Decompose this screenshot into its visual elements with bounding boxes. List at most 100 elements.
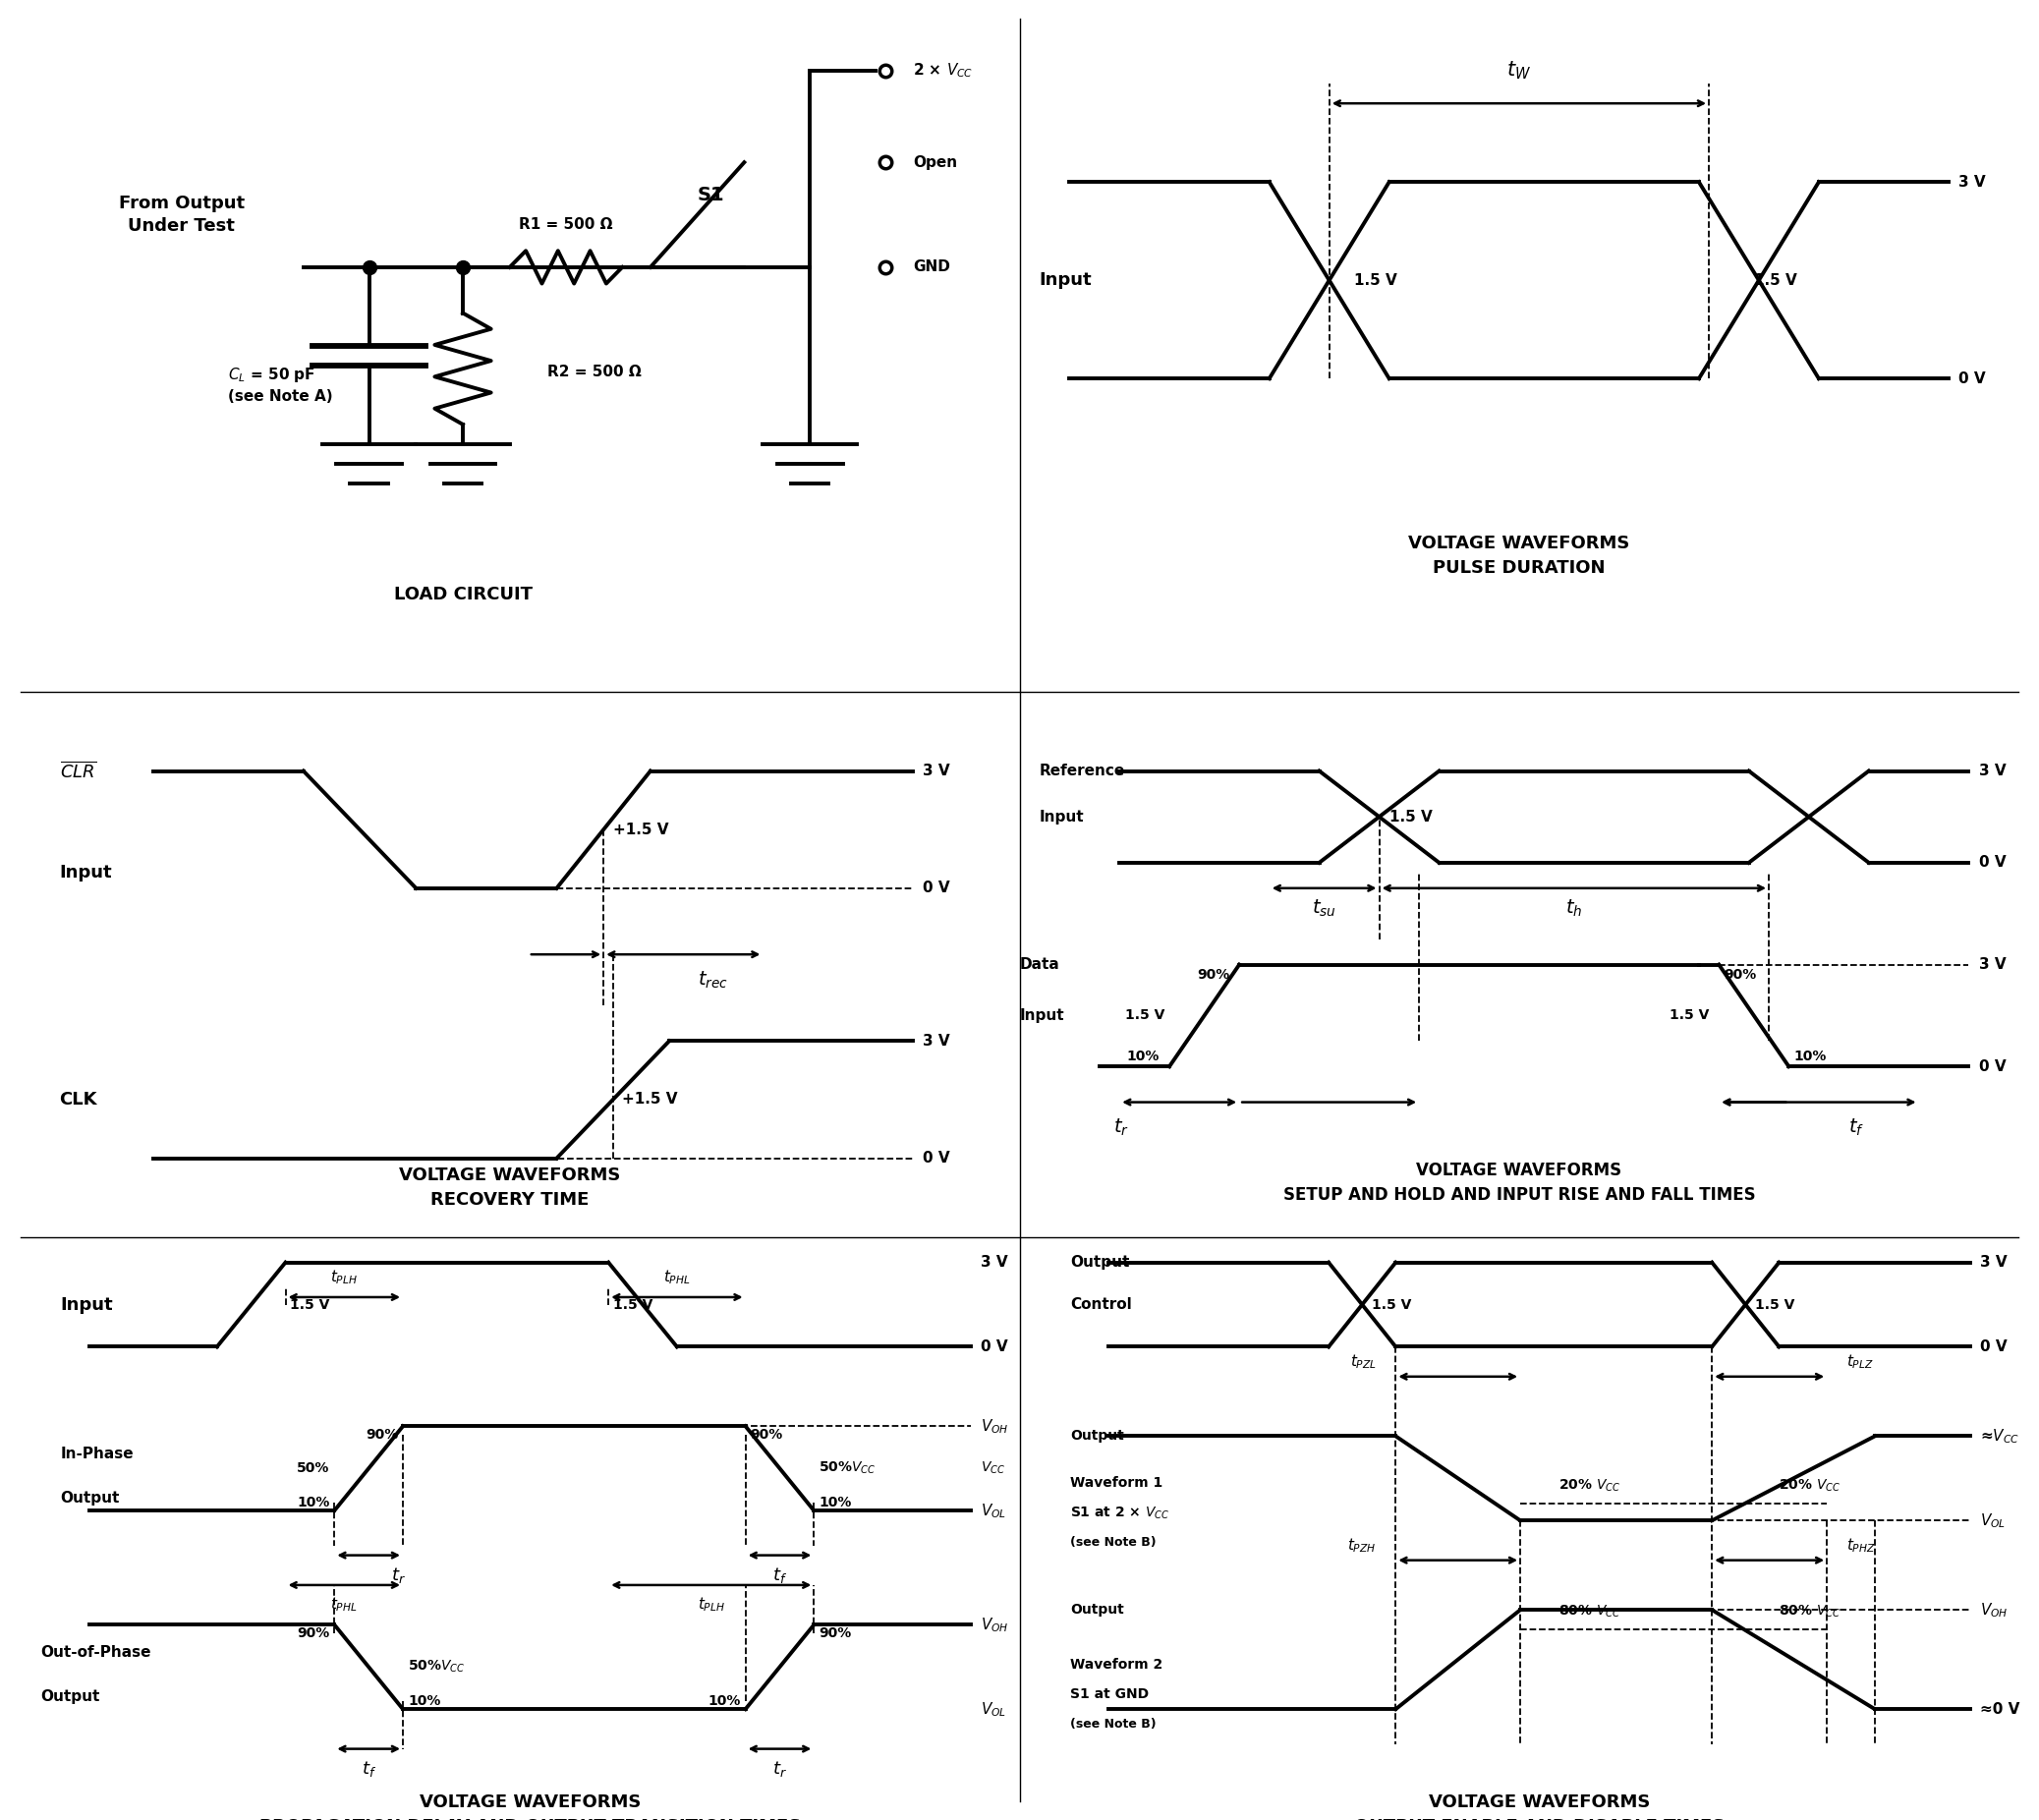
Text: $t_{PLH}$: $t_{PLH}$ [697,1596,726,1614]
Text: S1: S1 [697,186,724,204]
Text: 90%: 90% [298,1627,330,1640]
Text: +1.5 V: +1.5 V [622,1092,677,1107]
Text: 0 V: 0 V [1978,855,2006,870]
Text: GND: GND [913,260,950,275]
Text: 3 V: 3 V [1978,957,2006,972]
Text: VOLTAGE WAVEFORMS
SETUP AND HOLD AND INPUT RISE AND FALL TIMES: VOLTAGE WAVEFORMS SETUP AND HOLD AND INP… [1283,1161,1756,1205]
Text: 1.5 V: 1.5 V [290,1298,330,1312]
Text: 10%: 10% [1794,1050,1827,1063]
Text: $t_f$: $t_f$ [773,1565,787,1585]
Text: 10%: 10% [820,1496,852,1509]
Text: 1.5 V: 1.5 V [1389,810,1431,824]
Text: $t_{PLZ}$: $t_{PLZ}$ [1845,1352,1874,1370]
Text: 3 V: 3 V [1980,1256,2008,1270]
Text: 3 V: 3 V [981,1256,1007,1270]
Text: Input: Input [1020,1008,1064,1023]
Text: 1.5 V: 1.5 V [1126,1008,1164,1023]
Text: R2 = 500 Ω: R2 = 500 Ω [546,364,642,379]
Text: $V_{CC}$: $V_{CC}$ [981,1460,1005,1476]
Text: $V_{OL}$: $V_{OL}$ [981,1700,1005,1718]
Text: Waveform 1: Waveform 1 [1070,1476,1162,1491]
Text: Input: Input [59,864,112,881]
Text: $t_{PZL}$: $t_{PZL}$ [1350,1352,1376,1370]
Text: $t_f$: $t_f$ [361,1758,375,1778]
Text: LOAD CIRCUIT: LOAD CIRCUIT [394,586,532,604]
Text: Output: Output [61,1491,120,1505]
Text: $V_{OH}$: $V_{OH}$ [981,1616,1009,1634]
Text: VOLTAGE WAVEFORMS
RECOVERY TIME: VOLTAGE WAVEFORMS RECOVERY TIME [400,1167,620,1208]
Text: S1 at GND: S1 at GND [1070,1687,1148,1702]
Text: 1.5 V: 1.5 V [1756,1298,1794,1312]
Text: Input: Input [1040,810,1085,824]
Text: 1.5 V: 1.5 V [1670,1008,1709,1023]
Text: 1.5 V: 1.5 V [1372,1298,1411,1312]
Text: 50%: 50% [298,1461,330,1476]
Text: +1.5 V: +1.5 V [614,823,669,837]
Text: 3 V: 3 V [922,1034,950,1048]
Text: VOLTAGE WAVEFORMS
OUTPUT ENABLE AND DISABLE TIMES: VOLTAGE WAVEFORMS OUTPUT ENABLE AND DISA… [1354,1793,1725,1820]
Text: 10%: 10% [1128,1050,1160,1063]
Text: $\overline{CLR}$: $\overline{CLR}$ [59,761,96,781]
Text: 90%: 90% [750,1427,783,1441]
Text: 20% $V_{CC}$: 20% $V_{CC}$ [1778,1478,1841,1494]
Text: From Output
Under Test: From Output Under Test [118,195,245,235]
Text: Input: Input [1040,271,1093,289]
Text: 50%$V_{CC}$: 50%$V_{CC}$ [820,1460,877,1476]
Text: Output: Output [1070,1429,1123,1443]
Text: Output: Output [1070,1256,1130,1270]
Text: 3 V: 3 V [1978,764,2006,779]
Text: 0 V: 0 V [922,1150,950,1165]
Text: Control: Control [1070,1298,1132,1312]
Text: 3 V: 3 V [922,764,950,779]
Text: In-Phase: In-Phase [61,1447,135,1461]
Text: ≈0 V: ≈0 V [1980,1702,2021,1716]
Text: $t_{PZH}$: $t_{PZH}$ [1348,1536,1376,1554]
Text: Output: Output [41,1689,100,1704]
Text: $t_{rec}$: $t_{rec}$ [697,970,728,990]
Text: Output: Output [1070,1603,1123,1616]
Text: 0 V: 0 V [1978,1059,2006,1074]
Text: (see Note B): (see Note B) [1070,1718,1156,1731]
Text: Out-of-Phase: Out-of-Phase [41,1645,151,1660]
Text: 0 V: 0 V [981,1340,1007,1354]
Text: 0 V: 0 V [1980,1340,2008,1354]
Text: 1.5 V: 1.5 V [1354,273,1397,288]
Text: 10%: 10% [708,1694,740,1707]
Text: S1 at 2 × $V_{CC}$: S1 at 2 × $V_{CC}$ [1070,1505,1170,1522]
Text: 20% $V_{CC}$: 20% $V_{CC}$ [1558,1478,1621,1494]
Text: 90%: 90% [1723,968,1756,981]
Text: 10%: 10% [408,1694,440,1707]
Text: 0 V: 0 V [1959,371,1986,386]
Text: (see Note B): (see Note B) [1070,1536,1156,1549]
Text: 0 V: 0 V [922,881,950,895]
Text: $V_{OL}$: $V_{OL}$ [1980,1511,2006,1531]
Text: R1 = 500 Ω: R1 = 500 Ω [520,217,614,231]
Text: CLK: CLK [59,1090,98,1108]
Text: 90%: 90% [365,1427,398,1441]
Text: Open: Open [913,155,958,169]
Text: $t_{PHZ}$: $t_{PHZ}$ [1845,1536,1876,1554]
Text: Waveform 2: Waveform 2 [1070,1658,1162,1671]
Text: $C_L$ = 50 pF
(see Note A): $C_L$ = 50 pF (see Note A) [228,366,332,404]
Text: Data: Data [1020,957,1060,972]
Text: $V_{OL}$: $V_{OL}$ [981,1501,1005,1520]
Text: 80% $V_{CC}$: 80% $V_{CC}$ [1778,1603,1841,1620]
Text: 1.5 V: 1.5 V [1754,273,1796,288]
Text: $V_{OH}$: $V_{OH}$ [1980,1600,2008,1620]
Text: 90%: 90% [1197,968,1230,981]
Text: Reference: Reference [1040,764,1126,779]
Text: $t_r$: $t_r$ [391,1565,406,1585]
Text: 3 V: 3 V [1959,175,1986,189]
Text: 90%: 90% [820,1627,852,1640]
Text: $t_r$: $t_r$ [773,1758,787,1778]
Text: 1.5 V: 1.5 V [614,1298,652,1312]
Text: 80% $V_{CC}$: 80% $V_{CC}$ [1558,1603,1621,1620]
Text: Input: Input [61,1296,112,1314]
Text: ≈$V_{CC}$: ≈$V_{CC}$ [1980,1427,2021,1445]
Text: 10%: 10% [298,1496,330,1509]
Text: $t_W$: $t_W$ [1507,60,1531,82]
Text: $t_f$: $t_f$ [1849,1117,1864,1138]
Text: 50%$V_{CC}$: 50%$V_{CC}$ [408,1658,465,1674]
Text: $t_{PLH}$: $t_{PLH}$ [330,1269,359,1287]
Text: $t_{su}$: $t_{su}$ [1311,897,1336,919]
